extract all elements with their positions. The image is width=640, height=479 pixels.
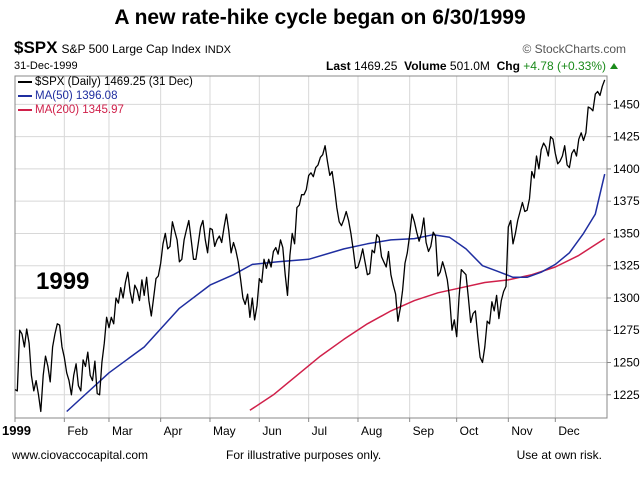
chart-title: A new rate-hike cycle began on 6/30/1999 xyxy=(114,6,526,29)
y-tick-label: 1250 xyxy=(613,356,640,370)
legend-ma200-label: MA(200) 1345.97 xyxy=(35,104,124,116)
series-line-ma200 xyxy=(249,237,606,411)
y-tick-label: 1450 xyxy=(613,97,640,111)
legend-ma50-label: MA(50) 1396.08 xyxy=(35,90,118,102)
y-axis: 1225 1250 1275 1300 1325 1350 1375 1400 1425 1450 xyxy=(607,97,640,402)
x-tick-label: Aug xyxy=(361,424,382,438)
up-arrow-icon xyxy=(610,63,618,69)
x-tick-label: Jul xyxy=(312,424,327,438)
y-tick-label: 1225 xyxy=(613,388,640,402)
x-tick-label: Nov xyxy=(511,424,532,438)
symbol-line: $SPX S&P 500 Large Cap Index INDX xyxy=(14,38,231,58)
legend-swatch-ma200 xyxy=(18,108,32,111)
legend-price-label: $SPX (Daily) 1469.25 (31 Dec) xyxy=(35,76,193,88)
legend-price: $SPX (Daily) 1469.25 (31 Dec) xyxy=(18,75,193,89)
chg-label: Chg xyxy=(496,59,520,73)
legend-ma200: MA(200) 1345.97 xyxy=(18,103,193,117)
x-tick-label: Feb xyxy=(67,424,88,438)
volume-value: 501.0M xyxy=(449,59,490,73)
plot-frame xyxy=(14,75,608,419)
index-name: S&P 500 Large Cap Index xyxy=(61,42,201,56)
y-tick-label: 1425 xyxy=(613,130,640,144)
year-annotation: 1999 xyxy=(36,268,90,295)
volume-label: Volume xyxy=(404,59,447,73)
exchange-label: INDX xyxy=(204,44,231,56)
x-tick-label: May xyxy=(213,424,236,438)
y-tick-label: 1350 xyxy=(613,226,640,240)
y-tick-label: 1300 xyxy=(613,291,640,305)
stockcharts-credit[interactable]: © StockCharts.com xyxy=(522,42,626,56)
footer-disclaimer: For illustrative purposes only. xyxy=(226,448,382,462)
x-tick-label: Apr xyxy=(164,424,183,438)
series-line-price xyxy=(14,79,606,413)
series-layer xyxy=(14,79,606,413)
ticker-symbol: $SPX xyxy=(14,38,58,57)
footer-website[interactable]: www.ciovaccocapital.com xyxy=(12,448,149,462)
legend-swatch-ma50 xyxy=(18,94,32,97)
grid-lines xyxy=(14,76,607,418)
series-line-ma50 xyxy=(66,173,606,413)
y-tick-label: 1325 xyxy=(613,259,640,273)
x-tick-label: 1999 xyxy=(2,423,31,438)
legend-ma50: MA(50) 1396.08 xyxy=(18,89,193,103)
footer-risk: Use at own risk. xyxy=(516,448,602,462)
y-tick-label: 1375 xyxy=(613,194,640,208)
x-tick-label: Jun xyxy=(262,424,281,438)
price-stats: Last 1469.25 Volume 501.0M Chg +4.78 (+0… xyxy=(326,59,606,73)
x-tick-label: Sep xyxy=(413,424,435,438)
x-tick-label: Mar xyxy=(112,424,133,438)
legend-swatch-price xyxy=(18,80,32,83)
x-axis: 1999 Feb Mar Apr May Jun Jul Aug Sep Oct Nov Dec xyxy=(2,418,580,438)
last-date: 31-Dec-1999 xyxy=(14,60,78,72)
y-tick-label: 1400 xyxy=(613,162,640,176)
chg-value: +4.78 (+0.33%) xyxy=(523,59,606,73)
x-tick-label: Oct xyxy=(460,424,479,438)
last-label: Last xyxy=(326,59,351,73)
y-tick-label: 1275 xyxy=(613,323,640,337)
legend: $SPX (Daily) 1469.25 (31 Dec) MA(50) 139… xyxy=(18,75,193,117)
last-value: 1469.25 xyxy=(354,59,398,73)
x-tick-label: Dec xyxy=(558,424,579,438)
